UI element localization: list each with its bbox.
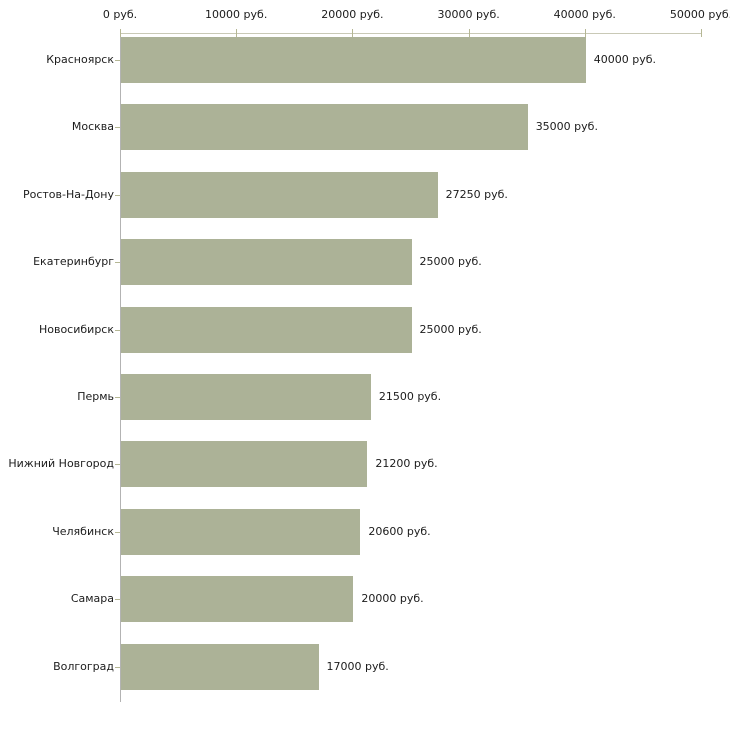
- x-axis-tick: [236, 29, 238, 37]
- bar-value-label: 27250 руб.: [445, 187, 508, 201]
- bar: [121, 306, 412, 353]
- category-label: Москва: [71, 120, 114, 134]
- y-axis-tick: [115, 666, 120, 668]
- bar-value-label: 17000 руб.: [326, 659, 389, 673]
- y-axis-tick: [115, 262, 120, 264]
- bar-value-label: 25000 руб.: [419, 322, 482, 336]
- bar: [121, 576, 354, 623]
- x-axis-line: [120, 33, 702, 34]
- category-label: Нижний Новгород: [8, 457, 114, 471]
- category-label: Красноярск: [46, 53, 114, 66]
- category-label: Пермь: [77, 390, 114, 403]
- x-axis-tick-label: 50000 руб.: [669, 8, 730, 21]
- category-label: Екатеринбург: [33, 255, 114, 269]
- bar: [121, 239, 412, 286]
- bar-value-label: 40000 руб.: [593, 53, 657, 66]
- bar-value-label: 35000 руб.: [535, 120, 598, 134]
- bar: [121, 171, 438, 218]
- bar: [121, 374, 371, 420]
- y-axis-tick: [115, 127, 120, 129]
- y-axis-tick: [115, 194, 120, 196]
- bar-value-label: 25000 руб.: [419, 255, 482, 269]
- x-axis-tick-label: 40000 руб.: [553, 8, 616, 21]
- bar-value-label: 20600 руб.: [368, 524, 431, 538]
- x-axis-tick: [120, 29, 121, 37]
- x-axis-tick-label: 30000 руб.: [437, 8, 500, 21]
- bar: [121, 508, 361, 555]
- x-axis-tick: [584, 29, 586, 37]
- bar-value-label: 20000 руб.: [361, 592, 424, 606]
- x-axis-tick: [352, 29, 354, 37]
- category-label: Челябинск: [52, 524, 114, 538]
- x-axis-tick-label: 0 руб.: [102, 8, 138, 21]
- category-label: Волгоград: [53, 659, 114, 673]
- x-axis-tick-label: 10000 руб.: [205, 8, 268, 21]
- x-axis-tick-label: 20000 руб.: [321, 8, 384, 21]
- y-axis-tick: [115, 599, 120, 601]
- y-axis-line: [120, 33, 121, 702]
- y-axis-tick: [115, 60, 120, 61]
- y-axis-tick: [115, 464, 120, 466]
- y-axis-tick: [115, 397, 120, 398]
- bar-value-label: 21200 руб.: [375, 457, 438, 471]
- bar: [121, 37, 586, 83]
- y-axis-tick: [115, 531, 120, 533]
- category-label: Новосибирск: [38, 322, 114, 336]
- bar: [121, 643, 319, 690]
- x-axis-tick: [701, 29, 702, 37]
- category-label: Самара: [70, 592, 114, 606]
- bar: [121, 104, 528, 151]
- x-axis-tick: [468, 29, 470, 37]
- category-label: Ростов-На-Дону: [22, 187, 114, 201]
- bar-value-label: 21500 руб.: [378, 390, 442, 403]
- y-axis-tick: [115, 329, 120, 331]
- bar: [121, 441, 368, 488]
